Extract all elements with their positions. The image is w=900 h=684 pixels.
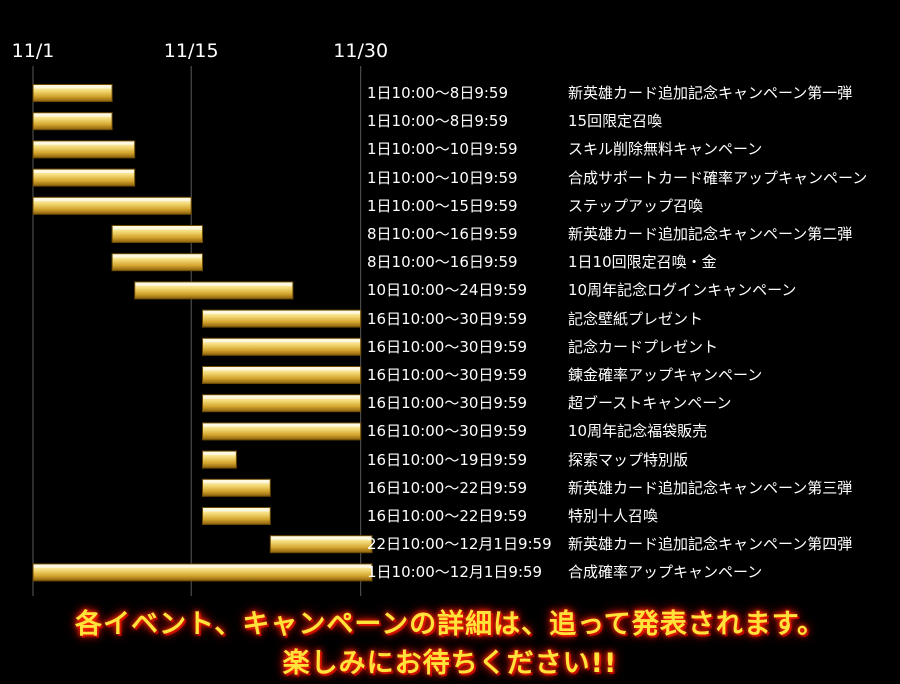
event-label: 探索マップ特別版 — [568, 450, 689, 469]
period-label: 10日10:00～24日9:59 — [367, 281, 528, 300]
event-bar — [32, 196, 192, 215]
period-label: 1日10:00～8日9:59 — [367, 84, 508, 102]
event-bar — [269, 535, 373, 554]
event-label: 錬金確率アップキャンペーン — [568, 366, 763, 384]
period-label: 16日10:00～22日9:59 — [367, 478, 528, 497]
event-bar — [32, 112, 113, 131]
event-bar — [202, 507, 271, 525]
period-label: 16日10:00～19日9:59 — [367, 450, 528, 469]
period-label: 16日10:00～30日9:59 — [367, 422, 528, 441]
event-label: ステップアップ召喚 — [568, 196, 704, 215]
event-label: 新英雄カード追加記念キャンペーン第三弾 — [568, 478, 853, 497]
gantt-chart — [32, 66, 373, 596]
event-label: スキル削除無料キャンペーン — [568, 140, 763, 159]
event-label: 新英雄カード追加記念キャンペーン第二弾 — [568, 225, 853, 243]
period-label: 1日10:00～8日9:59 — [367, 112, 508, 131]
event-label: 15回限定召喚 — [568, 112, 663, 131]
event-bar — [134, 281, 294, 300]
event-bar — [32, 140, 136, 159]
event-label: 新英雄カード追加記念キャンペーン第一弾 — [568, 84, 853, 102]
event-bar — [32, 563, 373, 582]
event-label: 合成サポートカード確率アップキャンペーン — [568, 168, 868, 187]
event-bar — [202, 478, 271, 497]
period-label: 16日10:00～30日9:59 — [367, 366, 528, 384]
event-label: 記念壁紙プレゼント — [568, 309, 704, 328]
event-label: 新英雄カード追加記念キャンペーン第四弾 — [568, 535, 853, 554]
event-label: 超ブーストキャンペーン — [568, 394, 732, 413]
period-label: 16日10:00～30日9:59 — [367, 309, 528, 328]
event-label: 10周年記念ログインキャンペーン — [568, 281, 797, 300]
event-bar — [111, 253, 203, 272]
event-label: 1日10回限定召喚・金 — [568, 253, 717, 272]
period-label: 22日10:00～12月1日9:59 — [367, 535, 552, 554]
period-label: 16日10:00～30日9:59 — [367, 394, 528, 413]
event-bar — [202, 422, 362, 441]
period-label: 1日10:00～12月1日9:59 — [367, 563, 543, 582]
period-label: 16日10:00～30日9:59 — [367, 337, 528, 356]
event-bar — [202, 366, 362, 384]
event-bar — [32, 168, 136, 187]
event-bar — [202, 394, 362, 413]
footer-closing: 楽しみにお待ちください!! — [282, 648, 618, 679]
x-tick-label: 11/30 — [333, 40, 389, 62]
period-label: 16日10:00～22日9:59 — [367, 507, 528, 525]
event-bar — [202, 337, 362, 356]
period-label: 8日10:00～16日9:59 — [367, 225, 518, 243]
period-label: 8日10:00～16日9:59 — [367, 253, 518, 272]
period-label: 1日10:00～10日9:59 — [367, 140, 518, 159]
event-bar — [202, 450, 237, 469]
event-label: 合成確率アップキャンペーン — [568, 563, 763, 582]
x-tick-label: 11/1 — [11, 40, 55, 62]
period-label: 1日10:00～10日9:59 — [367, 168, 518, 187]
event-label: 特別十人召喚 — [568, 507, 659, 525]
event-label: 10周年記念福袋販売 — [568, 422, 708, 441]
event-bar — [202, 309, 362, 328]
x-tick-label: 11/15 — [163, 40, 219, 62]
event-label: 記念カードプレゼント — [568, 337, 719, 356]
event-bar — [111, 225, 203, 243]
event-bar — [32, 84, 113, 102]
period-label: 1日10:00～15日9:59 — [367, 196, 518, 215]
footer-notice: 各イベント、キャンペーンの詳細は、追って発表されます。 — [74, 609, 826, 640]
